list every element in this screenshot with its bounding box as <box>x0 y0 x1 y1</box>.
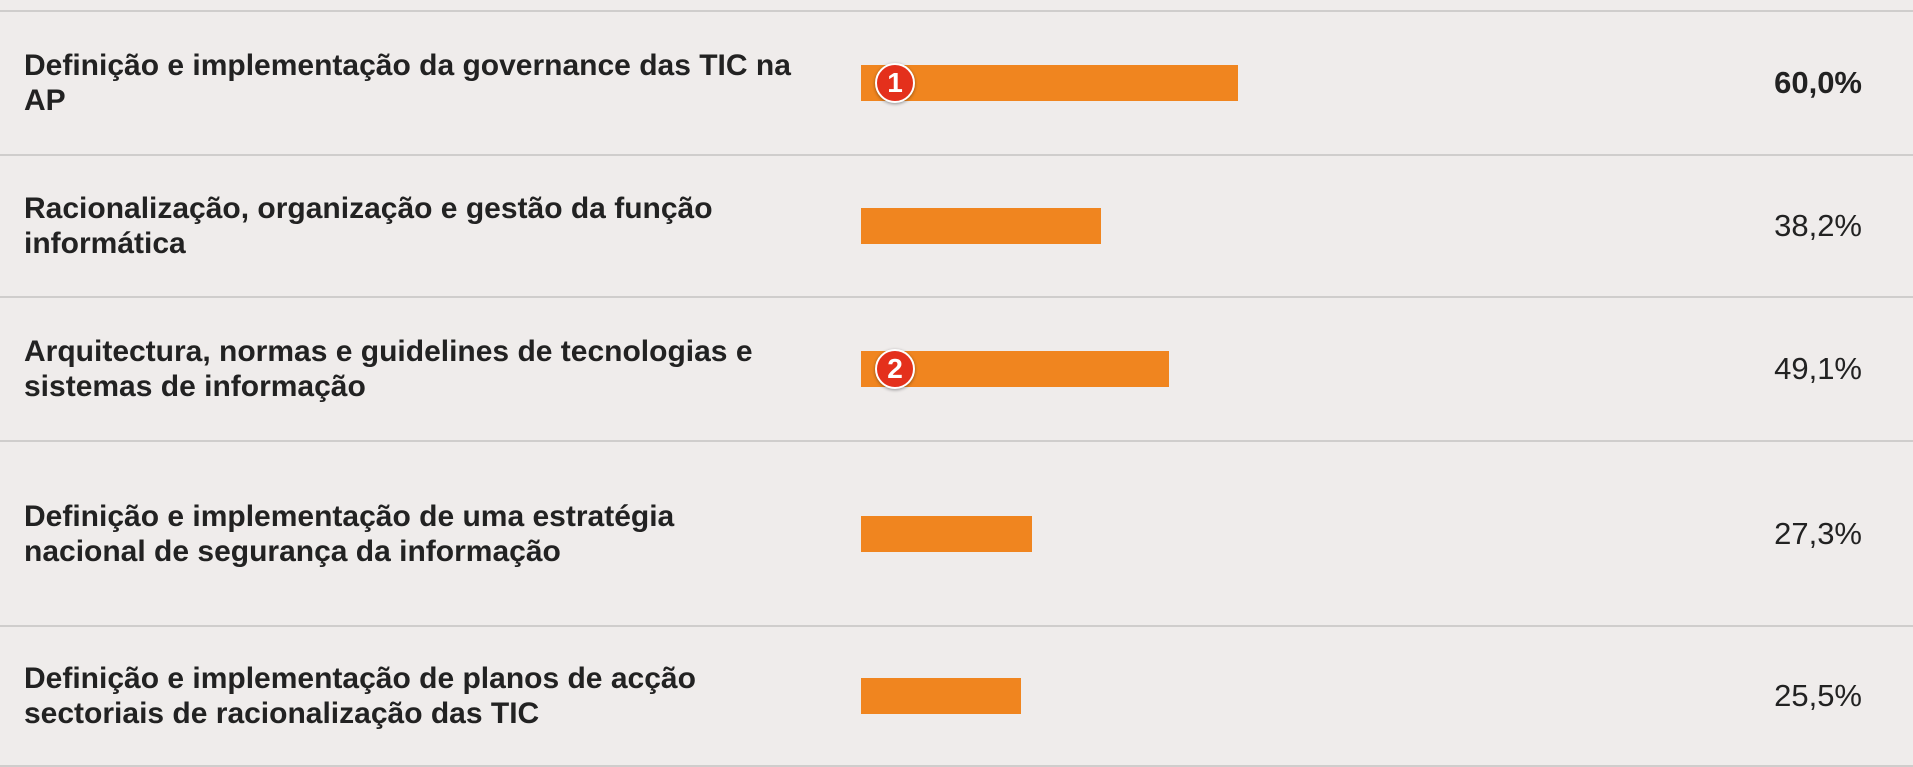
category-label: Definição e implementação de planos de a… <box>24 662 696 730</box>
bar <box>861 65 1238 101</box>
category-label: Definição e implementação da governance … <box>24 49 791 117</box>
value-label: 60,0% <box>1774 65 1862 100</box>
badge: 2 <box>875 349 915 389</box>
value-label: 38,2% <box>1774 208 1862 243</box>
bar <box>861 208 1101 244</box>
category-label: Racionalização, organização e gestão da … <box>24 192 713 260</box>
badge: 1 <box>875 63 915 103</box>
row: Definição e implementação de uma estraté… <box>0 442 1913 627</box>
bar <box>861 678 1022 714</box>
row: Arquitectura, normas e guidelines de tec… <box>0 298 1913 442</box>
value-label: 27,3% <box>1774 515 1862 551</box>
category-label: Arquitectura, normas e guidelines de tec… <box>24 335 753 403</box>
value-label: 49,1% <box>1774 351 1862 386</box>
bar <box>861 515 1033 552</box>
value-label: 25,5% <box>1774 678 1862 713</box>
category-label: Definição e implementação de uma estraté… <box>24 499 675 568</box>
row: Definição e implementação de planos de a… <box>0 627 1913 767</box>
chart: Definição e implementação da governance … <box>0 10 1913 767</box>
row: Definição e implementação da governance … <box>0 12 1913 156</box>
row: Racionalização, organização e gestão da … <box>0 156 1913 298</box>
